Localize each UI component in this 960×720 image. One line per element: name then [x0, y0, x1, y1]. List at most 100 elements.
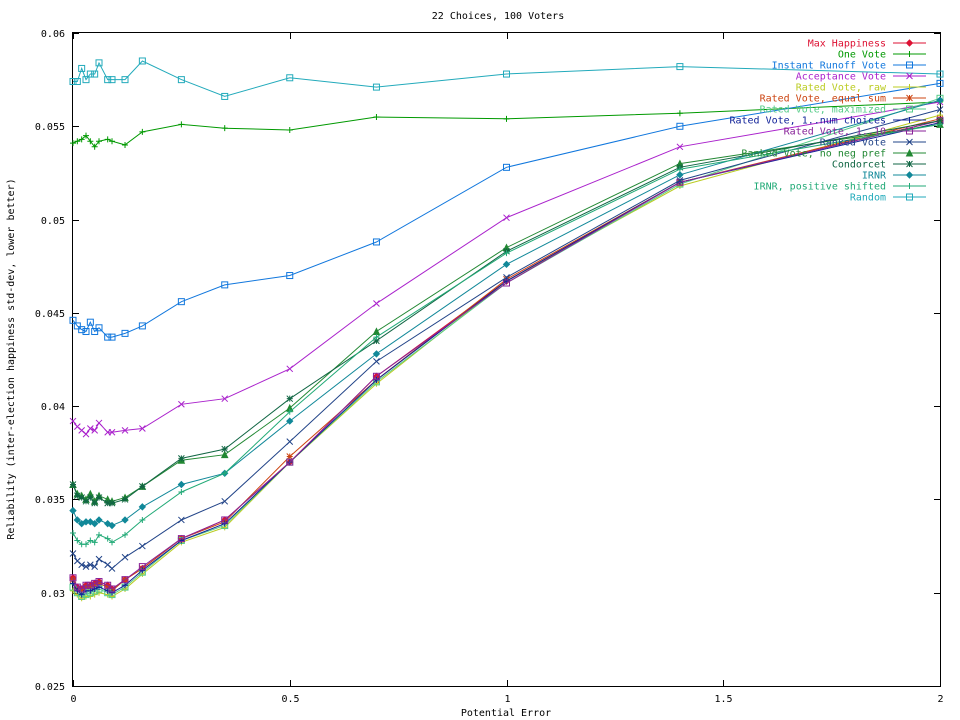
data-point	[221, 395, 229, 403]
data-point	[372, 372, 380, 380]
x-tick-label: 1.5	[714, 694, 732, 705]
series-line	[72, 82, 941, 338]
legend-label: Ranked Vote, no neg pref	[742, 149, 887, 160]
y-tick-label: 0.055	[35, 122, 65, 133]
data-point	[91, 499, 99, 507]
legend-item: Ranked Vote	[820, 138, 926, 149]
data-point	[676, 110, 683, 117]
data-point	[82, 497, 90, 505]
data-point	[104, 583, 112, 591]
legend-label: One Vote	[838, 50, 886, 61]
data-point	[96, 584, 103, 591]
x-tick-label: 2	[937, 694, 943, 705]
legend-label: Condorcet	[832, 160, 886, 171]
plot-frame	[72, 32, 941, 687]
data-point	[73, 583, 81, 591]
data-point	[286, 453, 294, 460]
y-tick-label: 0.04	[41, 402, 65, 413]
chart-title: 22 Choices, 100 Voters	[432, 11, 564, 22]
legend-label: Ranked Vote	[820, 138, 886, 149]
data-point	[138, 503, 147, 511]
data-point	[177, 535, 185, 543]
legend-item: Rated Vote, 1..num choices	[729, 116, 926, 127]
data-point	[220, 450, 229, 459]
legend-item: Rated Vote, equal sum	[760, 94, 926, 105]
data-point	[906, 127, 913, 135]
data-point	[104, 76, 112, 84]
data-point	[905, 171, 914, 179]
data-point	[503, 274, 510, 281]
data-point	[503, 115, 510, 122]
data-point	[108, 565, 116, 572]
data-point	[91, 539, 98, 546]
data-point	[109, 539, 116, 546]
legend-item: IRNR	[862, 171, 926, 182]
legend-label: IRNR	[862, 171, 887, 182]
x-axis-label: Potential Error	[461, 708, 551, 719]
data-point	[95, 59, 103, 67]
data-point	[177, 298, 185, 306]
data-point	[78, 136, 85, 143]
data-point	[905, 39, 914, 47]
series-layer	[69, 57, 944, 602]
data-point	[91, 427, 99, 434]
data-point	[122, 531, 129, 538]
legend-item: Condorcet	[832, 160, 926, 171]
data-point	[121, 553, 129, 561]
data-point	[122, 141, 129, 148]
data-point	[109, 138, 116, 145]
data-point	[121, 576, 129, 584]
data-point	[108, 428, 116, 436]
data-point	[286, 365, 294, 373]
data-point	[86, 70, 94, 78]
data-point	[139, 483, 146, 490]
data-point	[109, 589, 116, 596]
y-tick-label: 0.05	[41, 216, 65, 227]
data-point	[121, 427, 129, 434]
data-point	[87, 138, 94, 145]
data-point	[906, 94, 913, 102]
data-point	[373, 334, 380, 341]
data-point	[936, 117, 944, 125]
data-point	[90, 519, 99, 528]
data-point	[96, 531, 103, 538]
data-point	[503, 70, 510, 78]
y-axis-label: Reliability (inter-election happiness st…	[6, 178, 17, 539]
data-point	[74, 138, 81, 145]
data-point	[82, 563, 90, 570]
data-point	[286, 438, 294, 445]
data-point	[91, 143, 98, 150]
legend-label: Rated Vote, equal sum	[760, 94, 886, 105]
data-point	[286, 458, 294, 466]
data-point	[503, 163, 510, 171]
data-point	[78, 591, 85, 598]
data-point	[82, 76, 90, 84]
series-ranked-vote-no-neg-pref	[69, 120, 944, 505]
data-point	[87, 587, 94, 594]
data-point	[86, 425, 94, 432]
data-point	[82, 430, 90, 438]
data-point	[221, 445, 229, 453]
data-point	[121, 496, 129, 503]
data-point	[906, 105, 913, 113]
data-point	[676, 63, 684, 71]
data-point	[78, 587, 86, 595]
data-point	[286, 272, 294, 280]
data-point	[69, 576, 77, 584]
series-random	[69, 57, 944, 100]
data-point	[96, 138, 103, 145]
legend-item: Rated Vote, raw	[796, 83, 926, 94]
data-point	[373, 377, 380, 384]
data-point	[503, 279, 510, 287]
data-point	[108, 76, 116, 84]
legend-item: One Vote	[838, 50, 926, 61]
data-point	[95, 555, 103, 563]
data-point	[104, 587, 111, 594]
data-point	[95, 419, 103, 427]
data-point	[91, 563, 99, 570]
series-line	[72, 97, 941, 597]
data-point	[936, 70, 944, 78]
data-point	[373, 113, 380, 120]
series-line	[72, 109, 941, 570]
